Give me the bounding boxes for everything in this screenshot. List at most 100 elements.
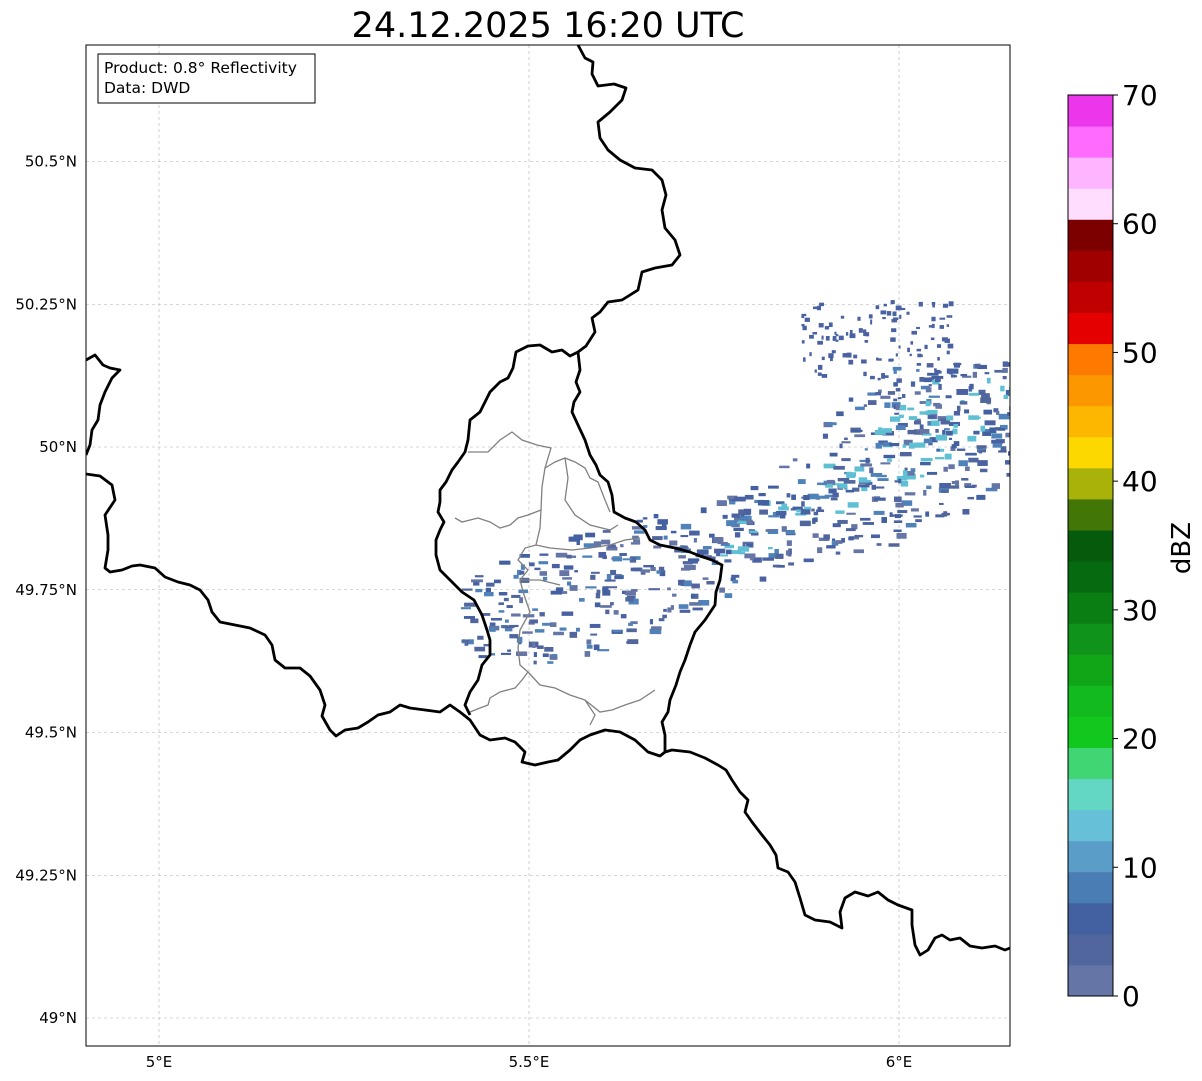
echo-pixel [812,306,819,310]
echo-pixel [731,574,740,578]
echo-pixel [538,561,549,565]
echo-pixel [499,560,511,565]
echo-pixel [590,574,596,580]
colorbar-cell [1068,126,1113,158]
echo-pixel [927,372,939,376]
echo-pixel [740,515,752,521]
echo-pixel [762,557,774,561]
colorbar-cell [1068,871,1113,904]
echo-pixel [828,353,834,359]
echo-pixel [845,489,855,493]
echo-pixel [1005,460,1010,465]
echo-pixel [935,428,939,433]
echo-pixel [706,580,715,585]
echo-pixel [942,429,946,435]
echo-pixel [600,605,612,608]
echo-pixel [937,416,948,422]
echo-pixel [908,442,915,449]
lon-tick-label: 5.5°E [509,1053,550,1071]
echo-pixel [542,653,549,657]
echo-pixel [979,468,988,473]
echo-pixel [931,316,936,322]
echo-pixel [566,554,572,559]
echo-pixel [519,570,525,575]
echo-pixel [575,627,580,632]
lat-tick-label: 49°N [39,1009,77,1027]
echo-pixel [870,319,873,325]
echo-pixel [838,335,844,341]
echo-pixel [726,520,738,527]
echo-pixel [894,480,901,483]
echo-pixel [864,448,868,451]
echo-pixel [489,622,496,628]
echo-pixel [826,422,837,426]
echo-pixel [935,457,945,460]
echo-pixel [901,393,906,399]
echo-pixel [781,503,788,507]
echo-pixel [682,561,693,565]
lon-tick-label: 5°E [146,1053,173,1071]
echo-pixel [991,483,1000,489]
lon-tick-label: 6°E [886,1053,913,1071]
echo-pixel [785,550,790,556]
country-border-luxembourg [434,343,579,716]
echo-pixel [960,373,968,377]
colorbar-label: dBZ [1167,522,1197,574]
echo-pixel [702,577,709,580]
echo-pixel [863,332,870,337]
echo-pixel [562,577,573,580]
echo-pixel [478,655,488,659]
echo-pixel [858,481,868,485]
echo-pixel [799,520,811,527]
echo-pixel [597,649,610,652]
echo-pixel [937,370,942,374]
echo-pixel [749,558,755,561]
echo-pixel [517,569,521,576]
echo-pixel [981,428,994,432]
echo-pixel [895,404,900,411]
echo-pixel [648,588,660,591]
echo-pixel [926,471,938,475]
echo-pixel [899,307,906,311]
echo-pixel [467,639,474,645]
echo-pixel [840,315,845,319]
echo-pixel [983,409,993,415]
echo-pixel [598,552,607,558]
colorbar-cell [1068,747,1113,780]
region-border [454,431,656,726]
colorbar-cell [1068,840,1113,873]
echo-pixel [624,590,636,596]
echo-pixel [498,602,504,606]
echo-pixel [775,553,784,559]
echo-pixel [846,512,856,515]
echo-pixel [991,439,1003,444]
colorbar-cell [1068,188,1113,220]
echo-pixel [1000,446,1007,452]
echo-pixel [893,368,897,374]
echo-pixel [649,628,662,635]
echo-pixel [802,325,807,331]
echo-pixel [605,609,610,615]
echo-pixel [889,512,893,517]
echo-pixel [900,480,909,487]
echo-pixel [928,442,933,446]
echo-pixel [935,514,945,518]
echo-pixel [1011,428,1016,431]
colorbar-cell [1068,374,1113,407]
echo-pixel [905,522,917,528]
echo-pixel [582,555,593,558]
echo-pixel [768,515,780,518]
echo-pixel [942,303,949,308]
echo-pixel [857,316,861,321]
echo-pixel [977,460,988,466]
echo-pixel [500,652,512,655]
echo-pixel [620,614,627,619]
echo-pixel [946,415,954,421]
echo-pixel [742,542,746,548]
echo-pixel [513,574,519,579]
echo-pixel [765,529,774,532]
echo-pixel [972,371,977,378]
echo-pixel [636,519,643,523]
echo-pixel [976,445,987,449]
echo-pixel [724,593,733,599]
